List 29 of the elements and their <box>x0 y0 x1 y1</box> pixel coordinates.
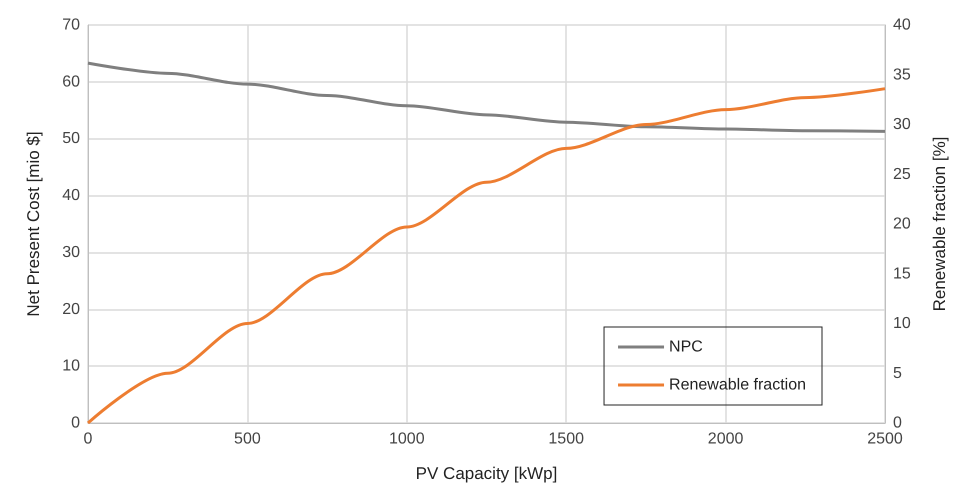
y2-tick-label: 5 <box>893 364 902 382</box>
x-tick-label: 2500 <box>867 430 903 448</box>
y2-tick-label: 30 <box>893 116 911 133</box>
legend-label: NPC <box>669 338 703 356</box>
y2-tick-label: 20 <box>893 216 911 232</box>
y-tick-label: 0 <box>71 414 80 432</box>
x-tick-label: 1000 <box>389 430 425 448</box>
y2-tick-label: 40 <box>893 16 911 34</box>
y2-tick-label: 25 <box>893 166 911 183</box>
y2-tick-label: 15 <box>893 265 911 282</box>
y-tick-label: 70 <box>62 16 80 34</box>
y2-axis-title: Renewable fraction [%] <box>930 136 949 312</box>
x-tick-label: 1500 <box>548 430 584 448</box>
y2-tick-label: 35 <box>893 66 911 84</box>
legend-label: Renewable fraction <box>669 376 806 394</box>
y-axis-title: Net Present Cost [mio $] <box>24 131 43 317</box>
y2-tick-label: 10 <box>893 315 911 332</box>
line-series <box>86 62 886 133</box>
x-tick-label: 0 <box>84 430 93 448</box>
y-tick-label: 50 <box>62 130 80 148</box>
x-tick-label: 2000 <box>708 430 744 448</box>
y-tick-label: 40 <box>62 187 80 204</box>
y-tick-label: 60 <box>62 73 80 90</box>
y-tick-label: 10 <box>62 358 80 375</box>
y-tick-label: 20 <box>62 300 80 318</box>
x-axis-title: PV Capacity [kWp] <box>416 464 558 483</box>
y2-tick-label: 0 <box>893 414 902 432</box>
y-tick-label: 30 <box>62 244 80 261</box>
x-tick-label: 500 <box>234 430 261 448</box>
